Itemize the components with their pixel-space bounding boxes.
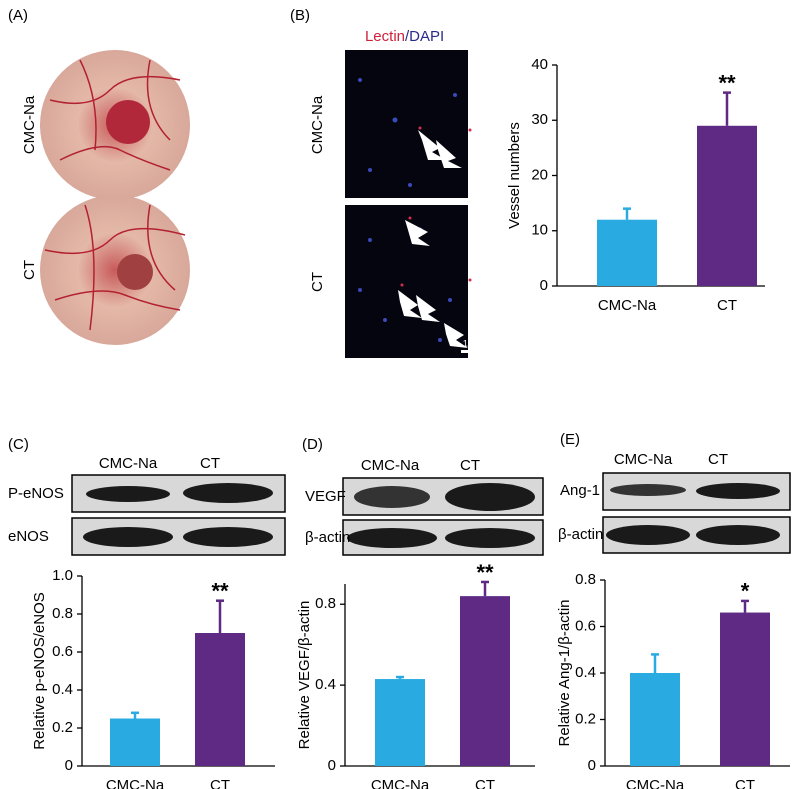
column-label: CT — [708, 451, 728, 468]
panel-label: (D) — [302, 436, 323, 453]
scale-bar-label: 100 μm — [463, 338, 493, 348]
y-tick-label: 10 — [531, 222, 548, 239]
x-tick-label: CMC-Na — [626, 777, 685, 789]
y-axis-label: Relative Ang-1/β-actin — [556, 599, 573, 746]
y-tick-label: 0.2 — [52, 719, 73, 736]
y-tick-label: 0 — [328, 757, 336, 774]
row-label: VEGF — [305, 488, 346, 505]
row-label: CT — [309, 272, 326, 292]
bar — [195, 633, 245, 766]
y-tick-label: 0.6 — [575, 617, 596, 634]
row-label: P-eNOS — [8, 485, 64, 502]
bar — [460, 596, 510, 766]
significance: ** — [476, 560, 494, 585]
y-tick-label: 0.2 — [575, 710, 596, 727]
y-tick-label: 0.4 — [315, 676, 336, 693]
column-label: CMC-Na — [614, 451, 673, 468]
stain-label: Lectin — [365, 28, 405, 45]
x-tick-label: CT — [717, 297, 737, 314]
panel-label: (E) — [560, 431, 580, 448]
y-axis-label: Relative p-eNOS/eNOS — [31, 592, 48, 750]
row-label: CMC-Na — [21, 95, 38, 154]
row-label: eNOS — [8, 528, 49, 545]
y-tick-label: 0.4 — [575, 664, 596, 681]
fluorescence-image — [345, 50, 496, 358]
panel-label: (C) — [8, 436, 29, 453]
bar — [630, 673, 680, 766]
y-tick-label: 0.8 — [315, 595, 336, 612]
y-tick-label: 0.4 — [52, 681, 73, 698]
x-tick-label: CT — [735, 777, 755, 789]
panel-label: (A) — [8, 7, 28, 24]
y-tick-label: 40 — [531, 56, 548, 73]
bar — [597, 219, 657, 286]
significance: * — [741, 579, 750, 604]
y-tick-label: 0 — [588, 757, 596, 774]
row-label: CMC-Na — [309, 95, 326, 154]
column-label: CT — [200, 455, 220, 472]
column-label: CMC-Na — [361, 457, 420, 474]
y-tick-label: 0 — [540, 277, 548, 294]
column-label: CMC-Na — [99, 455, 158, 472]
y-tick-label: 0.8 — [52, 605, 73, 622]
x-tick-label: CT — [475, 777, 495, 789]
x-tick-label: CMC-Na — [598, 297, 657, 314]
x-tick-label: CMC-Na — [371, 777, 430, 789]
bar — [720, 612, 770, 766]
row-label: β-actin — [305, 529, 350, 546]
x-tick-label: CMC-Na — [106, 777, 165, 789]
y-tick-label: 0.6 — [52, 643, 73, 660]
bar — [110, 718, 160, 766]
y-tick-label: 0 — [65, 757, 73, 774]
bar — [375, 679, 425, 766]
significance: ** — [211, 579, 229, 604]
y-tick-label: 1.0 — [52, 567, 73, 584]
bar — [697, 125, 757, 287]
western-blot — [71, 472, 791, 556]
y-tick-label: 30 — [531, 111, 548, 128]
y-axis-label: Relative VEGF/β-actin — [296, 601, 313, 750]
x-tick-label: CT — [210, 777, 230, 789]
panel-label: (B) — [290, 7, 310, 24]
cam-photo — [40, 50, 190, 345]
y-axis-label: Vessel numbers — [506, 122, 523, 229]
row-label: CT — [21, 260, 38, 280]
stain-label: /DAPI — [405, 28, 444, 45]
column-label: CT — [460, 457, 480, 474]
row-label: β-actin — [558, 526, 603, 543]
row-label: Ang-1 — [560, 482, 600, 499]
y-tick-label: 20 — [531, 166, 548, 183]
y-tick-label: 0.8 — [575, 571, 596, 588]
significance: ** — [718, 70, 736, 95]
